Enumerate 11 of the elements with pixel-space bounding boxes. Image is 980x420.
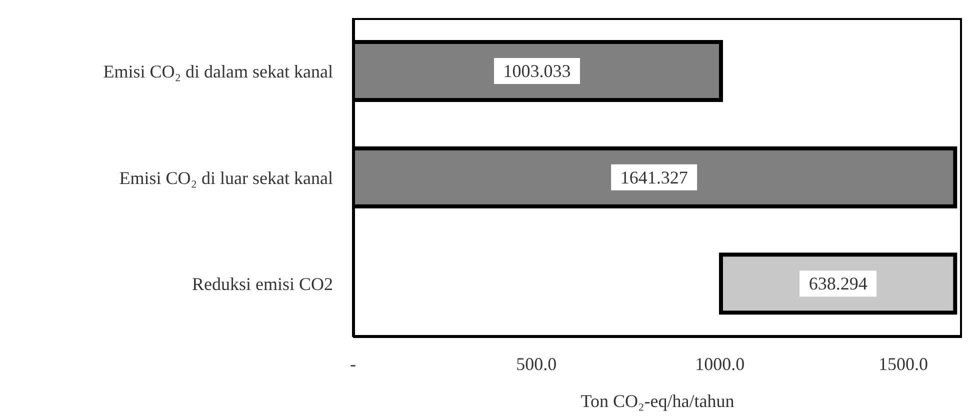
y-tick-label: Emisi CO₂ di dalam sekat kanal (103, 62, 333, 82)
x-tick-label: 1000.0 (695, 354, 745, 374)
y-tick-label: Reduksi emisi CO2 (192, 274, 333, 294)
data-label: 638.294 (808, 274, 868, 294)
data-label: 1641.327 (620, 167, 688, 188)
data-label: 1003.033 (503, 61, 571, 81)
x-tick-label: 500.0 (516, 354, 557, 374)
x-tick-label: - (350, 354, 356, 374)
x-axis-title: Ton CO₂-eq/ha/tahun (580, 391, 734, 411)
y-tick-label: Emisi CO₂ di luar sekat kanal (119, 168, 333, 188)
x-tick-label: 1500.0 (878, 354, 928, 374)
